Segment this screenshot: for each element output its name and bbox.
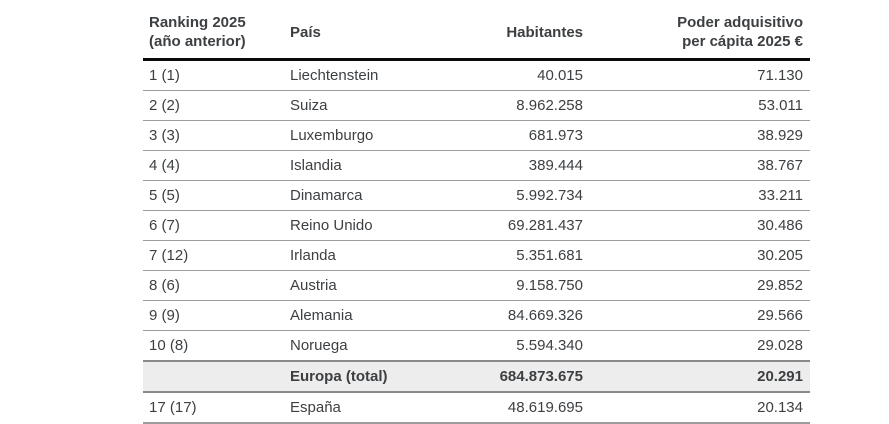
country-cell: Liechtenstein [282,59,440,91]
poder-cell: 38.767 [587,150,810,181]
table-row-liechtenstein: 1 (1) Liechtenstein 40.015 71.130 [143,59,810,91]
col-header-poder: Poder adquisitivo per cápita 2025 € [587,8,810,61]
poder-cell: 29.566 [587,300,810,331]
habitantes-cell: 9.158.750 [440,270,587,301]
poder-cell: 29.028 [587,330,810,362]
table-row-suiza: 2 (2) Suiza 8.962.258 53.011 [143,90,810,121]
col-header-habitantes: Habitantes [440,8,587,61]
habitantes-cell: 681.973 [440,120,587,151]
col-header-ranking: Ranking 2025 (año anterior) [143,8,282,61]
table-row-espana: 17 (17) España 48.619.695 20.134 [143,392,810,424]
poder-cell: 20.134 [587,392,810,424]
table-row-irlanda: 7 (12) Irlanda 5.351.681 30.205 [143,240,810,271]
rank-cell: 1 (1) [143,59,282,91]
table-body: 1 (1) Liechtenstein 40.015 71.130 2 (2) … [143,59,810,424]
table-header: Ranking 2025 (año anterior) País Habitan… [143,8,810,61]
habitantes-cell: 84.669.326 [440,300,587,331]
poder-cell: 33.211 [587,180,810,211]
rank-cell: 8 (6) [143,270,282,301]
rank-cell: 9 (9) [143,300,282,331]
poder-cell: 30.205 [587,240,810,271]
rank-cell: 2 (2) [143,90,282,121]
country-cell: Reino Unido [282,210,440,241]
country-cell: Luxemburgo [282,120,440,151]
poder-cell: 29.852 [587,270,810,301]
habitantes-cell: 48.619.695 [440,392,587,424]
habitantes-cell: 389.444 [440,150,587,181]
header-row: Ranking 2025 (año anterior) País Habitan… [143,8,810,61]
rank-cell: 3 (3) [143,120,282,151]
col-header-poder-line1: Poder adquisitivo [677,14,803,32]
rank-cell: 17 (17) [143,392,282,424]
poder-cell: 71.130 [587,59,810,91]
poder-cell: 53.011 [587,90,810,121]
country-cell: Austria [282,270,440,301]
rank-cell: 7 (12) [143,240,282,271]
country-cell: Noruega [282,330,440,362]
total-row-europa: Europa (total) 684.873.675 20.291 [143,360,810,393]
rank-cell: 5 (5) [143,180,282,211]
rank-cell: 10 (8) [143,330,282,362]
table-row-austria: 8 (6) Austria 9.158.750 29.852 [143,270,810,301]
habitantes-cell: 684.873.675 [440,360,587,393]
country-cell: Alemania [282,300,440,331]
rank-cell: 4 (4) [143,150,282,181]
country-cell: Islandia [282,150,440,181]
country-cell: España [282,392,440,424]
col-header-poder-line2: per cápita 2025 € [682,33,803,50]
habitantes-cell: 5.992.734 [440,180,587,211]
col-header-ranking-line1: Ranking 2025 [149,14,246,32]
habitantes-cell: 5.351.681 [440,240,587,271]
rank-cell [143,360,282,393]
habitantes-cell: 40.015 [440,59,587,91]
country-cell: Irlanda [282,240,440,271]
table-row-noruega: 10 (8) Noruega 5.594.340 29.028 [143,330,810,362]
col-header-ranking-line2: (año anterior) [149,33,246,50]
table-row-dinamarca: 5 (5) Dinamarca 5.992.734 33.211 [143,180,810,211]
country-cell: Dinamarca [282,180,440,211]
table-row-luxemburgo: 3 (3) Luxemburgo 681.973 38.929 [143,120,810,151]
table-row-islandia: 4 (4) Islandia 389.444 38.767 [143,150,810,181]
poder-cell: 30.486 [587,210,810,241]
rank-cell: 6 (7) [143,210,282,241]
country-cell: Europa (total) [282,360,440,393]
poder-cell: 20.291 [587,360,810,393]
habitantes-cell: 8.962.258 [440,90,587,121]
table-row-alemania: 9 (9) Alemania 84.669.326 29.566 [143,300,810,331]
habitantes-cell: 69.281.437 [440,210,587,241]
col-header-pais: País [282,8,440,61]
poder-cell: 38.929 [587,120,810,151]
purchasing-power-table: Ranking 2025 (año anterior) País Habitan… [143,8,810,424]
country-cell: Suiza [282,90,440,121]
table-row-reino-unido: 6 (7) Reino Unido 69.281.437 30.486 [143,210,810,241]
habitantes-cell: 5.594.340 [440,330,587,362]
